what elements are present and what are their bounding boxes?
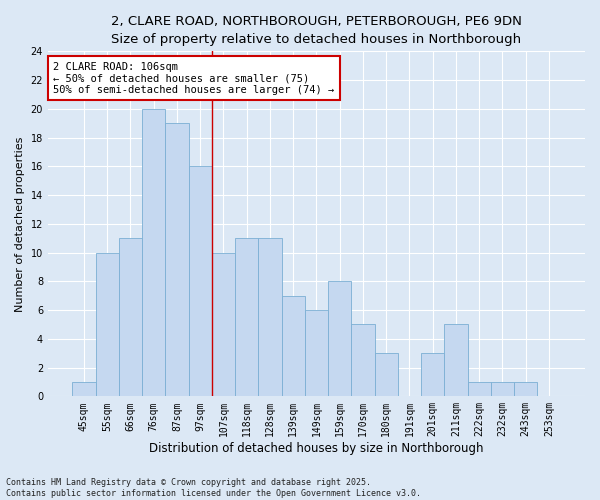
Y-axis label: Number of detached properties: Number of detached properties xyxy=(15,136,25,312)
Text: Contains HM Land Registry data © Crown copyright and database right 2025.
Contai: Contains HM Land Registry data © Crown c… xyxy=(6,478,421,498)
Bar xyxy=(95,252,119,396)
Bar xyxy=(188,166,212,396)
Bar xyxy=(352,324,374,396)
Bar xyxy=(514,382,538,396)
Bar xyxy=(445,324,467,396)
Bar xyxy=(467,382,491,396)
Bar xyxy=(328,282,352,397)
Bar xyxy=(142,109,166,397)
Bar xyxy=(119,238,142,396)
Title: 2, CLARE ROAD, NORTHBOROUGH, PETERBOROUGH, PE6 9DN
Size of property relative to : 2, CLARE ROAD, NORTHBOROUGH, PETERBOROUG… xyxy=(111,15,522,46)
Bar xyxy=(235,238,259,396)
Bar xyxy=(166,123,188,396)
Bar xyxy=(281,296,305,396)
Bar xyxy=(374,353,398,397)
Bar xyxy=(491,382,514,396)
Bar xyxy=(73,382,95,396)
Bar xyxy=(305,310,328,396)
Text: 2 CLARE ROAD: 106sqm
← 50% of detached houses are smaller (75)
50% of semi-detac: 2 CLARE ROAD: 106sqm ← 50% of detached h… xyxy=(53,62,335,95)
Bar xyxy=(259,238,281,396)
Bar xyxy=(421,353,445,397)
X-axis label: Distribution of detached houses by size in Northborough: Distribution of detached houses by size … xyxy=(149,442,484,455)
Bar xyxy=(212,252,235,396)
